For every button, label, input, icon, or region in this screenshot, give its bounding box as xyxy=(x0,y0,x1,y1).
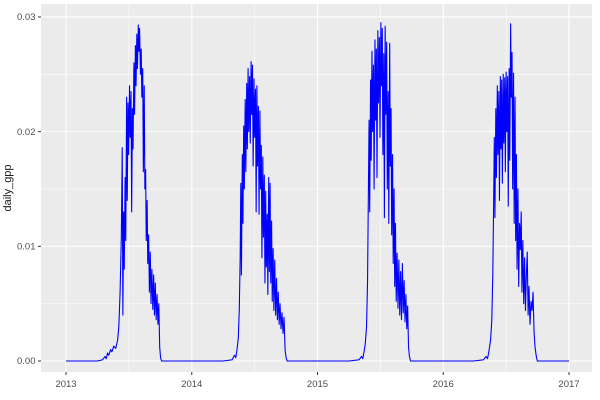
x-tick-label: 2014 xyxy=(181,379,202,390)
y-tick-label: 0.01 xyxy=(17,242,36,253)
y-tick-label: 0.02 xyxy=(17,127,36,138)
plot-panel xyxy=(41,4,592,372)
data-line xyxy=(66,22,569,362)
x-tick-label: 2015 xyxy=(307,379,328,390)
y-tick-label: 0.03 xyxy=(17,12,36,23)
y-tick-label: 0.00 xyxy=(17,356,36,367)
y-axis-title: daily_gpp xyxy=(2,164,14,211)
x-tick-label: 2016 xyxy=(433,379,454,390)
x-tick-label: 2017 xyxy=(558,379,579,390)
x-tick-label: 2013 xyxy=(55,379,76,390)
